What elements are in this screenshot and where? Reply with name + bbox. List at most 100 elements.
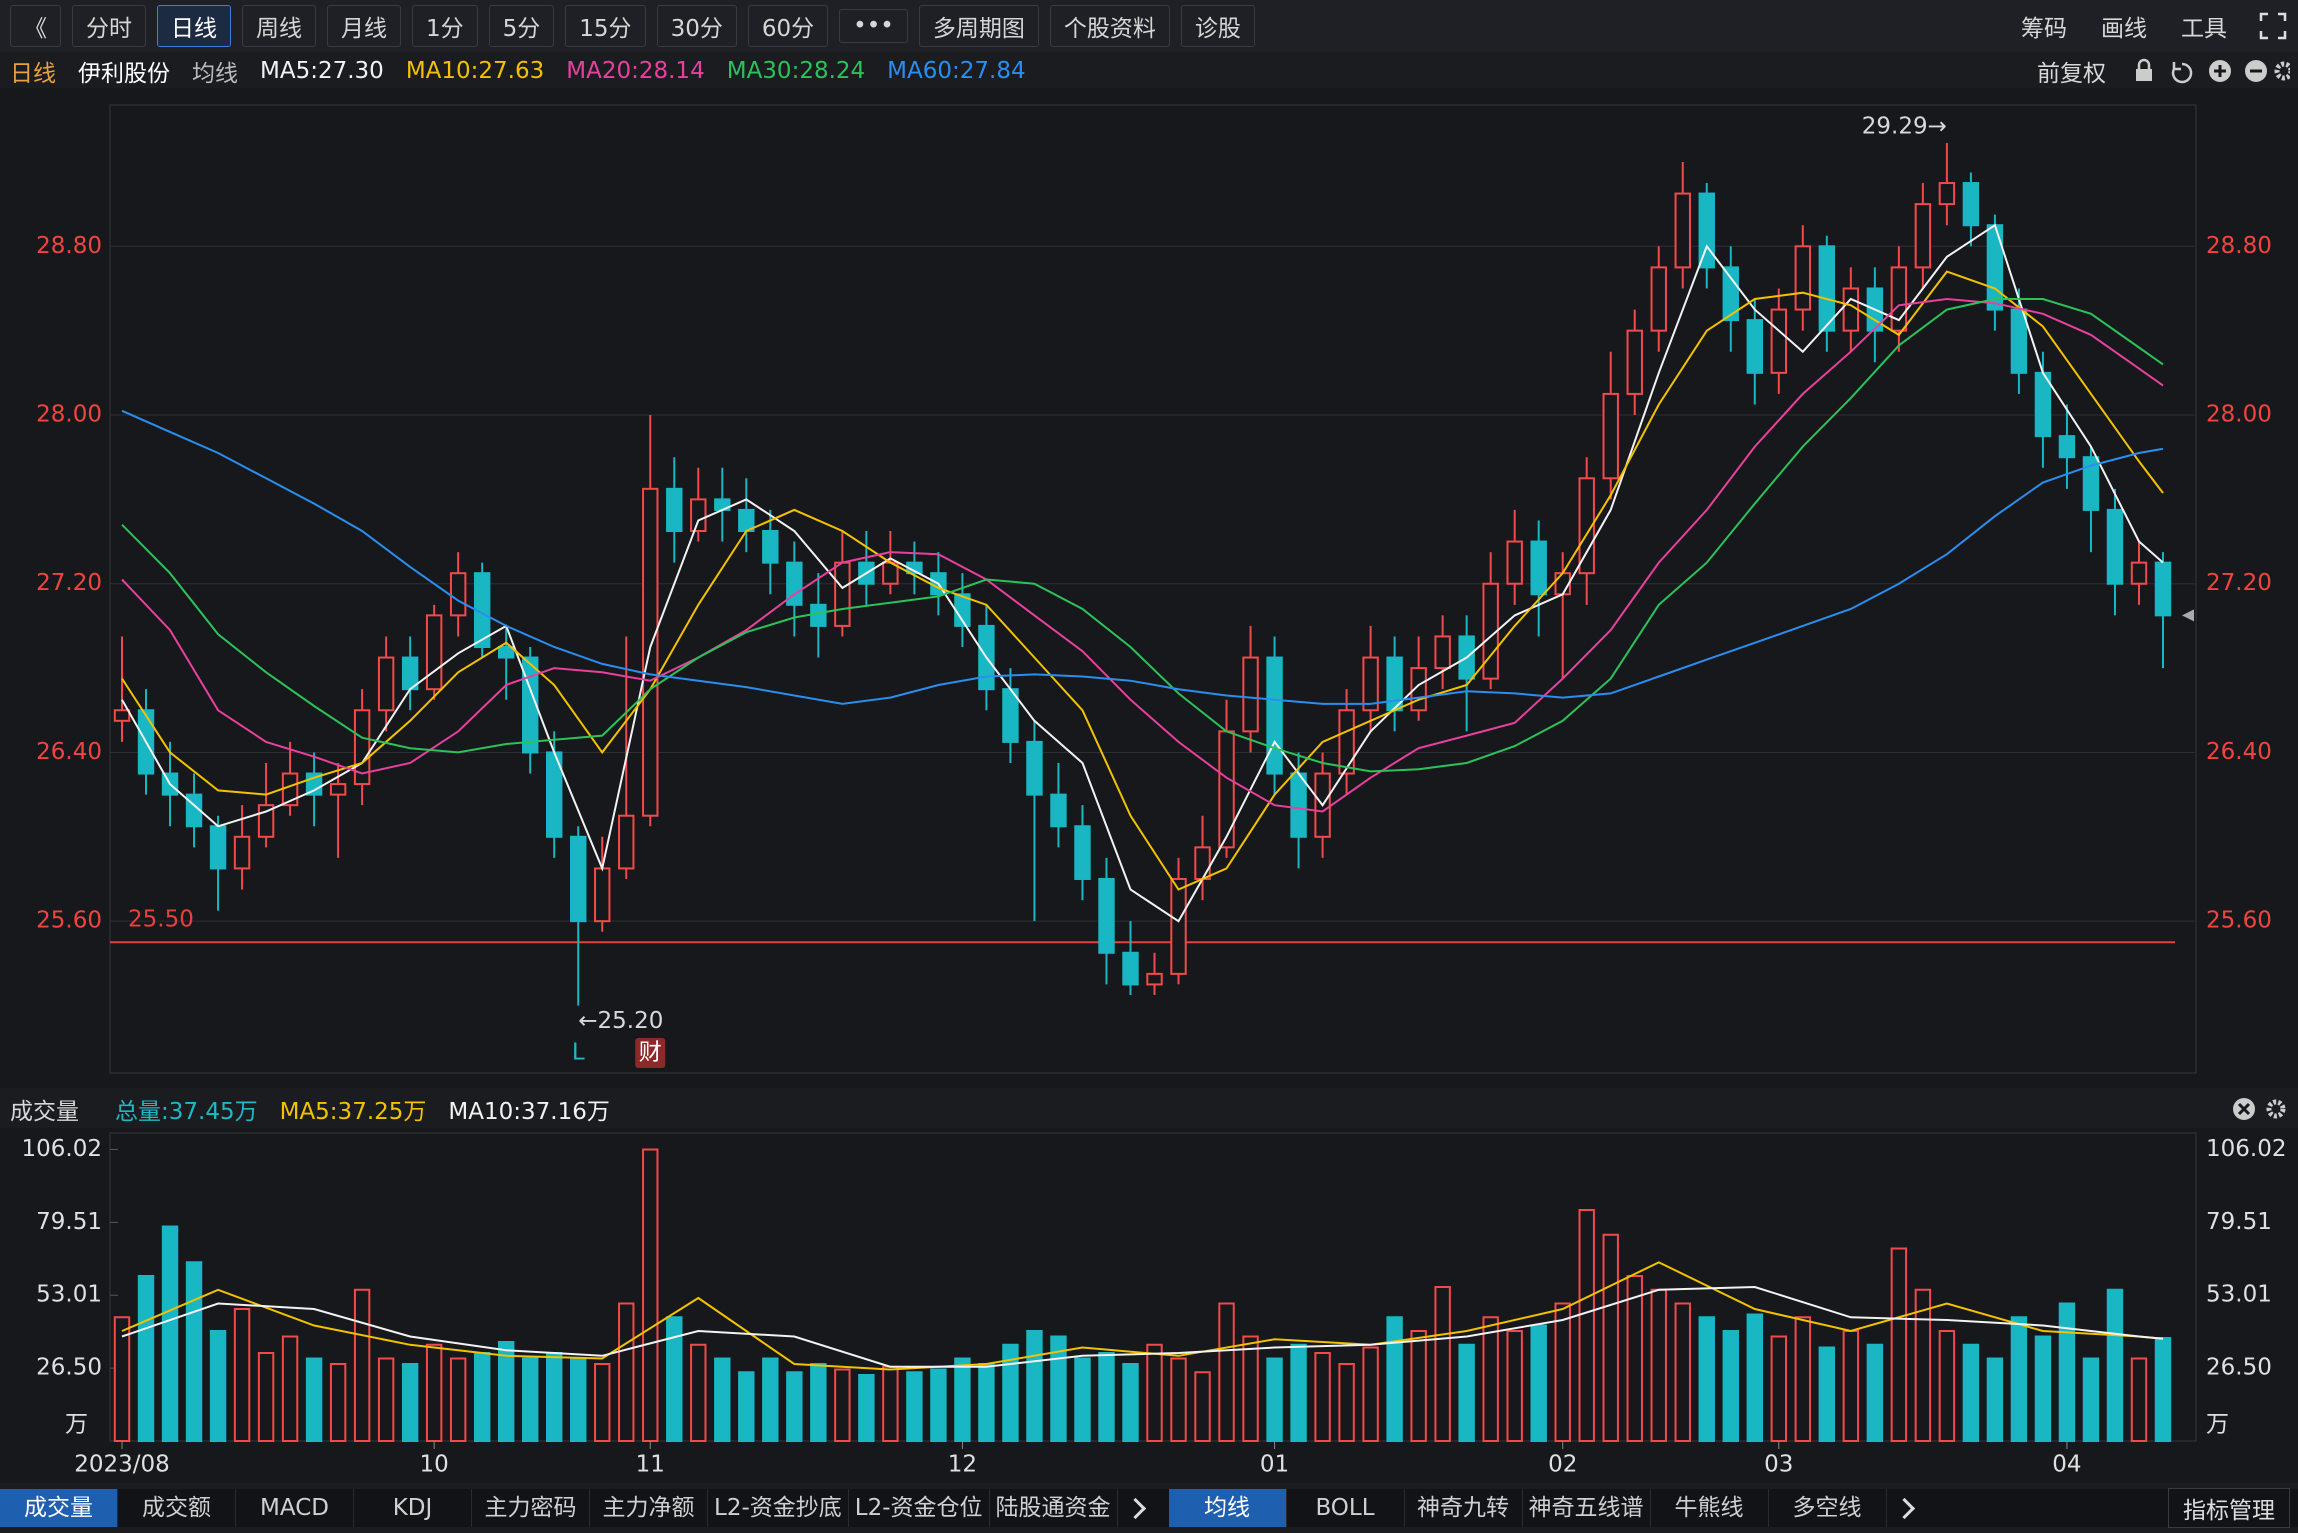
more-arrow[interactable]	[1124, 1497, 1146, 1519]
volume-bar	[1626, 1275, 1643, 1442]
indicator-tab[interactable]: 神奇九转	[1405, 1489, 1523, 1527]
candle-body	[1674, 192, 1691, 269]
indicator-tab[interactable]: 牛熊线	[1651, 1489, 1769, 1527]
volume-bar	[1362, 1346, 1379, 1442]
indicator-tab[interactable]: L2-资金抄底	[708, 1489, 849, 1527]
close-settings-icons[interactable]	[2230, 1094, 2290, 1124]
toolbar-button[interactable]: 周线	[242, 5, 316, 47]
y-tick-label-right: 28.80	[2206, 233, 2272, 259]
volume-bar	[1674, 1302, 1691, 1442]
extreme-label: 29.29→	[1862, 113, 1947, 139]
candle-body	[666, 487, 683, 533]
tool-button[interactable]: 筹码	[2021, 16, 2067, 42]
candle-body	[1506, 540, 1523, 585]
candle-body	[570, 835, 587, 923]
toolbar-button[interactable]: 60分	[747, 5, 829, 47]
toolbar-button[interactable]: 日线	[157, 5, 231, 47]
toolbar-button[interactable]: 分时	[72, 5, 146, 47]
indicator-manage[interactable]: 指标管理	[2168, 1488, 2290, 1528]
volume-bar	[714, 1357, 731, 1442]
volume-bar	[930, 1368, 947, 1442]
indicator-tab[interactable]: MACD	[236, 1489, 354, 1527]
toolbar-button[interactable]: 1分	[412, 5, 478, 47]
ma-line	[121, 298, 2164, 773]
indicator-tab[interactable]: 神奇五线谱	[1523, 1489, 1651, 1527]
volume-bar	[305, 1357, 323, 1442]
y-tick-label-right: 28.00	[2206, 402, 2272, 428]
indicator-tabs-right: 均线 BOLL 神奇九转 神奇五线谱 牛熊线 多空线	[1168, 1489, 1887, 1527]
candle-body	[1194, 846, 1211, 880]
volume-bar	[1962, 1343, 1980, 1442]
volume-bar	[1506, 1330, 1523, 1442]
indicator-tab[interactable]: 主力净额	[590, 1489, 708, 1527]
volume-bar	[1002, 1343, 1019, 1442]
stock-name: 伊利股份	[78, 61, 170, 87]
indicator-tab[interactable]: 多空线	[1769, 1489, 1887, 1527]
volume-bar	[1194, 1371, 1211, 1442]
volume-bar	[1026, 1330, 1043, 1442]
y-tick-label-right: 27.20	[2206, 570, 2272, 596]
more-arrow[interactable]	[1893, 1497, 1915, 1519]
x-tick-label: 12	[948, 1452, 977, 1478]
candle-body	[1170, 877, 1187, 975]
candle-body	[449, 572, 467, 617]
volume-bar	[1554, 1302, 1571, 1442]
y-tick-label: 26.40	[36, 739, 102, 765]
indicator-tab[interactable]: L2-资金仓位	[849, 1489, 990, 1527]
indicator-tab[interactable]: 主力密码	[472, 1489, 590, 1527]
candle-body	[1362, 656, 1379, 712]
volume-bar	[1770, 1335, 1788, 1442]
toolbar-button[interactable]: 月线	[327, 5, 401, 47]
volume-bar	[2034, 1335, 2052, 1442]
volume-bar	[161, 1225, 179, 1442]
y-tick-label: 27.20	[36, 570, 102, 596]
indicator-tab[interactable]: BOLL	[1287, 1489, 1405, 1527]
toolbar-button[interactable]: 5分	[488, 5, 555, 47]
volume-bar	[1242, 1335, 1259, 1442]
indicator-tab[interactable]: 成交额	[118, 1489, 236, 1527]
toolbar-button[interactable]: 15分	[565, 5, 646, 47]
indicator-tab[interactable]: 均线	[1168, 1489, 1287, 1527]
volume-bar	[377, 1357, 395, 1442]
toolbar-button[interactable]: 多周期图	[918, 5, 1039, 47]
volume-bar	[281, 1335, 299, 1442]
volume-bar	[473, 1352, 491, 1442]
toolbar-button[interactable]: •••	[839, 9, 908, 43]
legend-icons[interactable]	[2130, 56, 2290, 86]
volume-bar	[1986, 1357, 2004, 1442]
toolbar-button[interactable]: 30分	[656, 5, 737, 47]
unit-label: 万	[65, 1412, 88, 1438]
y-tick-label: 53.01	[36, 1282, 102, 1308]
y-tick-label: 28.80	[36, 233, 102, 259]
indicator-tab[interactable]: 陆股通资金	[990, 1489, 1118, 1527]
volume-bar	[618, 1302, 635, 1442]
volume-bar	[978, 1363, 995, 1442]
support-label: 25.50	[128, 907, 194, 933]
volume-bar	[1146, 1343, 1163, 1442]
volume-bar	[233, 1308, 251, 1442]
candle-body	[2130, 561, 2148, 585]
candle-body	[1962, 182, 1980, 227]
indicator-tab[interactable]: 成交量	[0, 1489, 118, 1527]
tool-button[interactable]: 工具	[2181, 16, 2227, 42]
volume-bar	[810, 1363, 827, 1442]
volume-bar	[1794, 1316, 1812, 1442]
adjust[interactable]: 前复权	[2037, 61, 2106, 87]
toolbar-button[interactable]: 《	[10, 5, 61, 47]
candle-body	[1242, 656, 1259, 733]
fullscreen-icon[interactable]	[2258, 11, 2288, 41]
ma-line	[121, 297, 2164, 813]
volume-legend: 成交量 总量:37.45万 MA5:37.25万 MA10:37.16万	[0, 1090, 2298, 1128]
volume-bar	[1074, 1357, 1091, 1442]
indicator-tab[interactable]: KDJ	[354, 1489, 472, 1527]
tool-buttons: 筹码 画线 工具	[2021, 9, 2247, 43]
x-tick-label: 11	[636, 1452, 665, 1478]
candle-body	[1218, 730, 1235, 849]
volume-bar	[1746, 1313, 1763, 1442]
candle-body	[377, 656, 395, 712]
volume-legend-tools	[2230, 1094, 2298, 1124]
toolbar-button[interactable]: 诊股	[1180, 5, 1255, 47]
toolbar-button[interactable]: 个股资料	[1049, 5, 1170, 47]
tool-button[interactable]: 画线	[2101, 16, 2147, 42]
